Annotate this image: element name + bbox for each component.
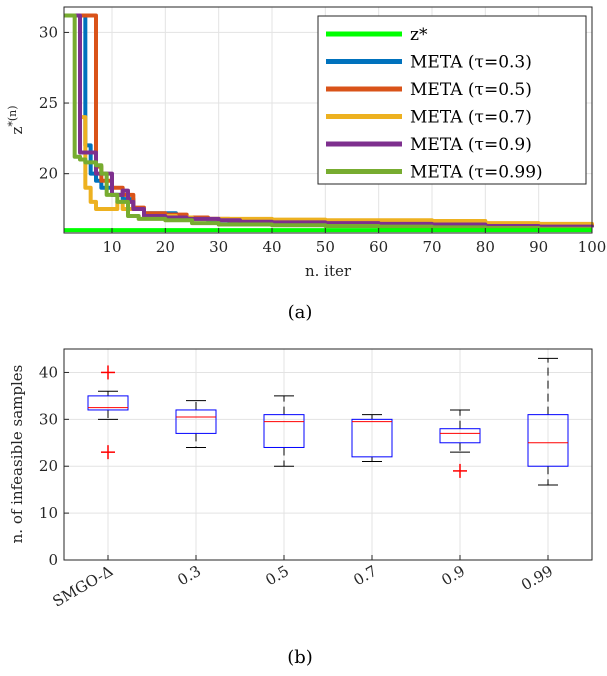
box-0 xyxy=(87,365,129,460)
box-iqr xyxy=(439,428,481,444)
plot-a-legend: z* META (τ=0.3) META (τ=0.5) META (τ=0.7) ME… xyxy=(317,15,587,185)
box-outlier xyxy=(101,365,115,380)
plot-a-x-tick-label: 60 xyxy=(369,238,388,256)
box-iqr xyxy=(175,409,217,434)
plot-b-y-tick-label: 40 xyxy=(39,363,58,381)
box-iqr xyxy=(351,418,393,458)
box-1 xyxy=(175,400,217,448)
box-2 xyxy=(263,395,305,467)
plot-a-x-tick-label: 70 xyxy=(422,238,441,256)
plot-b-x-ticks: SMGO-Δ 0.3 0.5 0.7 0.9 0.99 xyxy=(50,555,556,611)
plot-a-y-ticks: 20 25 30 xyxy=(39,23,69,183)
box-iqr xyxy=(263,414,305,448)
plot-b-boxes xyxy=(87,357,569,486)
plot-b-y-tick-label: 20 xyxy=(39,457,58,475)
plot-b-y-tick-label: 10 xyxy=(39,504,58,522)
legend-entry-4: META (τ=0.9) xyxy=(410,135,532,155)
plot-a-x-tick-label: 50 xyxy=(316,238,335,256)
plot-a-x-label: n. iter xyxy=(305,262,352,280)
plot-b-caption: (b) xyxy=(287,647,313,668)
plot-a-y-tick-label: 20 xyxy=(39,165,58,183)
plot-a-x-tick-label: 40 xyxy=(262,238,281,256)
plot-a-x-tick-label: 20 xyxy=(156,238,175,256)
plot-b-x-tick-label: SMGO-Δ xyxy=(50,562,117,611)
plot-b-x-tick-label: 0.7 xyxy=(350,562,380,590)
plot-b-axes xyxy=(63,348,593,561)
plot-b-x-tick-label: 0.3 xyxy=(174,562,204,590)
legend-box xyxy=(317,15,587,185)
plot-b-y-tick-label: 0 xyxy=(48,551,58,569)
plot-a-y-label: z*(n) xyxy=(6,105,26,134)
box-outlier xyxy=(101,445,115,460)
plot-a-x-tick-label: 30 xyxy=(209,238,228,256)
series-line-5 xyxy=(64,13,592,231)
legend-entry-0: z* xyxy=(410,25,428,45)
box-outlier xyxy=(453,463,467,478)
box-4 xyxy=(439,409,481,478)
plot-a-y-tick-label: 25 xyxy=(39,94,58,112)
plot-a-axes xyxy=(63,6,593,234)
plot-b-x-tick-label: 0.5 xyxy=(262,562,292,590)
box-iqr xyxy=(87,395,129,411)
box-5 xyxy=(527,357,569,486)
legend-entry-1: META (τ=0.3) xyxy=(410,53,532,73)
plot-a-y-tick-label: 30 xyxy=(39,23,58,41)
plot-b-y-tick-label: 30 xyxy=(39,410,58,428)
plot-a-x-tick-label: 90 xyxy=(529,238,548,256)
legend-entry-2: META (τ=0.5) xyxy=(410,80,532,100)
legend-entry-5: META (τ=0.99) xyxy=(410,163,543,183)
plot-a-x-tick-label: 10 xyxy=(102,238,121,256)
plot-b: SMGO-Δ 0.3 0.5 0.7 0.9 0.99 0 10 20 30 40 n. of i… xyxy=(8,348,593,668)
plot-a-caption: (a) xyxy=(288,302,313,323)
plot-b-background xyxy=(64,349,592,560)
plot-b-y-label: n. of infeasible samples xyxy=(8,365,26,544)
plot-b-y-ticks: 0 10 20 30 40 xyxy=(39,363,69,569)
plot-a-series xyxy=(64,13,594,233)
plot-a-x-tick-label: 80 xyxy=(476,238,495,256)
plot-a-x-ticks: 10 20 30 40 50 60 70 80 90 100 xyxy=(102,228,606,256)
plot-a-x-tick-label: 100 xyxy=(578,238,607,256)
box-iqr xyxy=(527,414,569,467)
plot-b-x-tick-label: 0.9 xyxy=(438,562,468,590)
legend-entry-3: META (τ=0.7) xyxy=(410,108,532,128)
box-3 xyxy=(351,414,393,463)
plot-b-x-tick-label: 0.99 xyxy=(518,562,556,594)
